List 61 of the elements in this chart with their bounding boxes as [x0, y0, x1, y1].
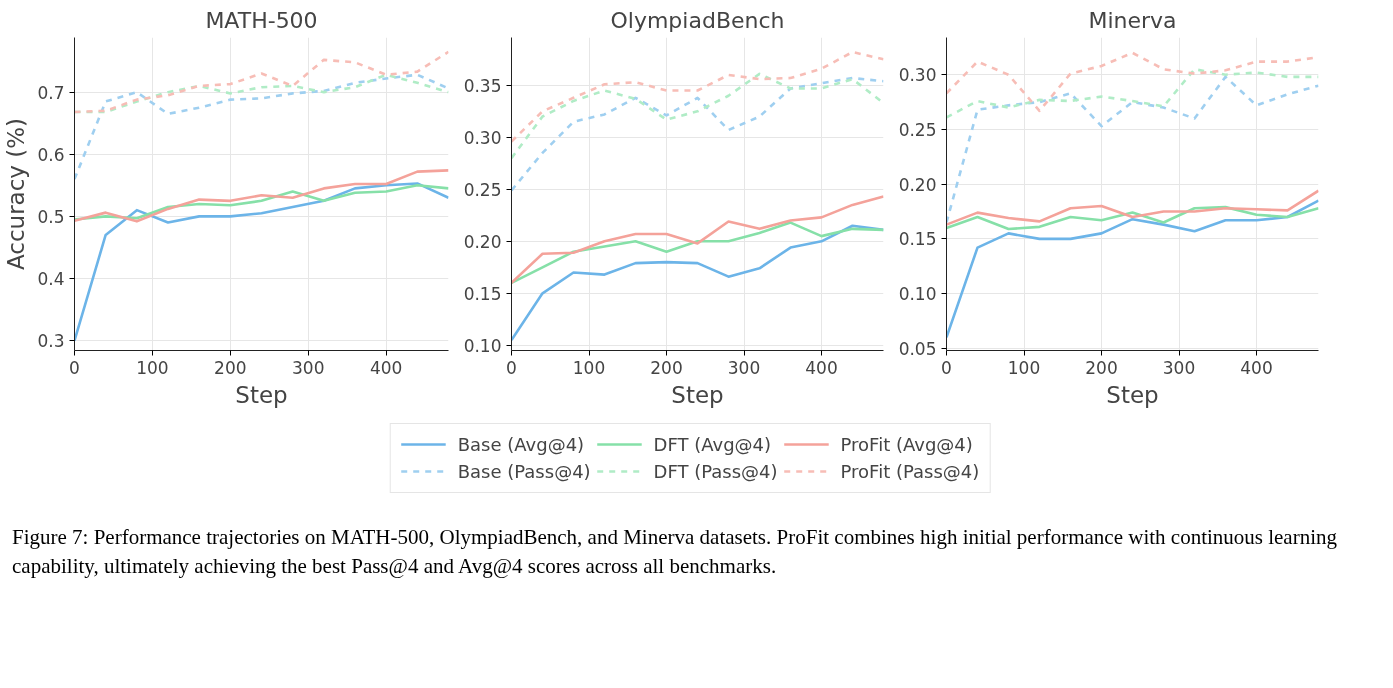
legend-label: Base (Avg@4): [457, 433, 585, 455]
y-tick-label: 0.30: [463, 127, 502, 148]
line-series: [946, 67, 1319, 119]
y-tick-label: 0.35: [463, 75, 502, 96]
legend-label: Base (Pass@4): [457, 460, 591, 482]
x-tick-label: 0: [506, 357, 517, 378]
y-tick-label: 0.10: [898, 284, 937, 305]
chart-title: MATH-500: [205, 7, 318, 33]
y-tick-label: 0.20: [898, 174, 937, 195]
y-tick-label: 0.30: [898, 65, 937, 86]
legend-label: ProFit (Pass@4): [840, 460, 980, 482]
x-tick-label: 300: [727, 357, 761, 378]
x-tick-label: 200: [214, 357, 247, 378]
y-tick-label: 0.5: [37, 206, 65, 227]
line-series: [511, 72, 884, 160]
line-series: [74, 169, 449, 223]
y-tick-label: 0.15: [898, 229, 937, 250]
x-tick-label: 200: [650, 357, 683, 378]
x-tick-label: 300: [1162, 357, 1196, 378]
x-axis-title: Step: [1106, 381, 1159, 408]
x-tick-label: 100: [1007, 357, 1041, 378]
legend-label: DFT (Pass@4): [653, 460, 778, 482]
y-axis-title: Accuracy (%): [3, 117, 30, 271]
chart-title: Minerva: [1088, 7, 1177, 33]
legend-label: DFT (Avg@4): [653, 433, 772, 455]
line-series: [74, 50, 449, 114]
line-series: [946, 199, 1319, 339]
line-series: [511, 50, 884, 143]
caption: Figure 7: Performance trajectories on MATH-500, OlympiadBench, and Minerva datasets. ProFit combines high initial performance with continuous learning capability, ultimately achieving the best Pass@4 and Avg@4 scores across all benchmarks.: [12, 524, 1339, 581]
line-series: [946, 189, 1319, 226]
x-axis-title: Step: [235, 381, 288, 408]
x-tick-label: 400: [805, 357, 838, 378]
y-tick-label: 0.4: [37, 268, 65, 289]
x-tick-label: 400: [1240, 357, 1273, 378]
x-tick-label: 400: [369, 357, 403, 378]
x-tick-label: 300: [292, 357, 325, 378]
x-tick-label: 0: [941, 357, 952, 378]
y-tick-label: 0.6: [37, 144, 65, 165]
x-tick-label: 0: [69, 357, 80, 378]
y-tick-label: 0.05: [898, 338, 937, 359]
y-tick-label: 0.20: [463, 231, 502, 252]
chart-title: OlympiadBench: [610, 7, 785, 33]
y-tick-label: 0.15: [463, 283, 502, 304]
y-tick-label: 0.25: [463, 179, 502, 200]
y-tick-label: 0.10: [463, 335, 502, 356]
line-series: [74, 73, 449, 181]
legend-label: ProFit (Avg@4): [840, 433, 973, 455]
x-tick-label: 100: [572, 357, 606, 378]
line-series: [511, 76, 884, 192]
line-series: [946, 75, 1319, 224]
y-tick-label: 0.3: [37, 331, 65, 352]
x-axis-title: Step: [671, 381, 724, 408]
line-series: [946, 205, 1319, 231]
x-tick-label: 100: [136, 357, 169, 378]
line-series: [511, 224, 884, 342]
line-series: [511, 221, 884, 285]
y-tick-label: 0.7: [37, 82, 65, 103]
x-tick-label: 200: [1085, 357, 1118, 378]
line-series: [74, 182, 449, 342]
line-series: [511, 195, 884, 285]
y-tick-label: 0.25: [898, 119, 937, 140]
